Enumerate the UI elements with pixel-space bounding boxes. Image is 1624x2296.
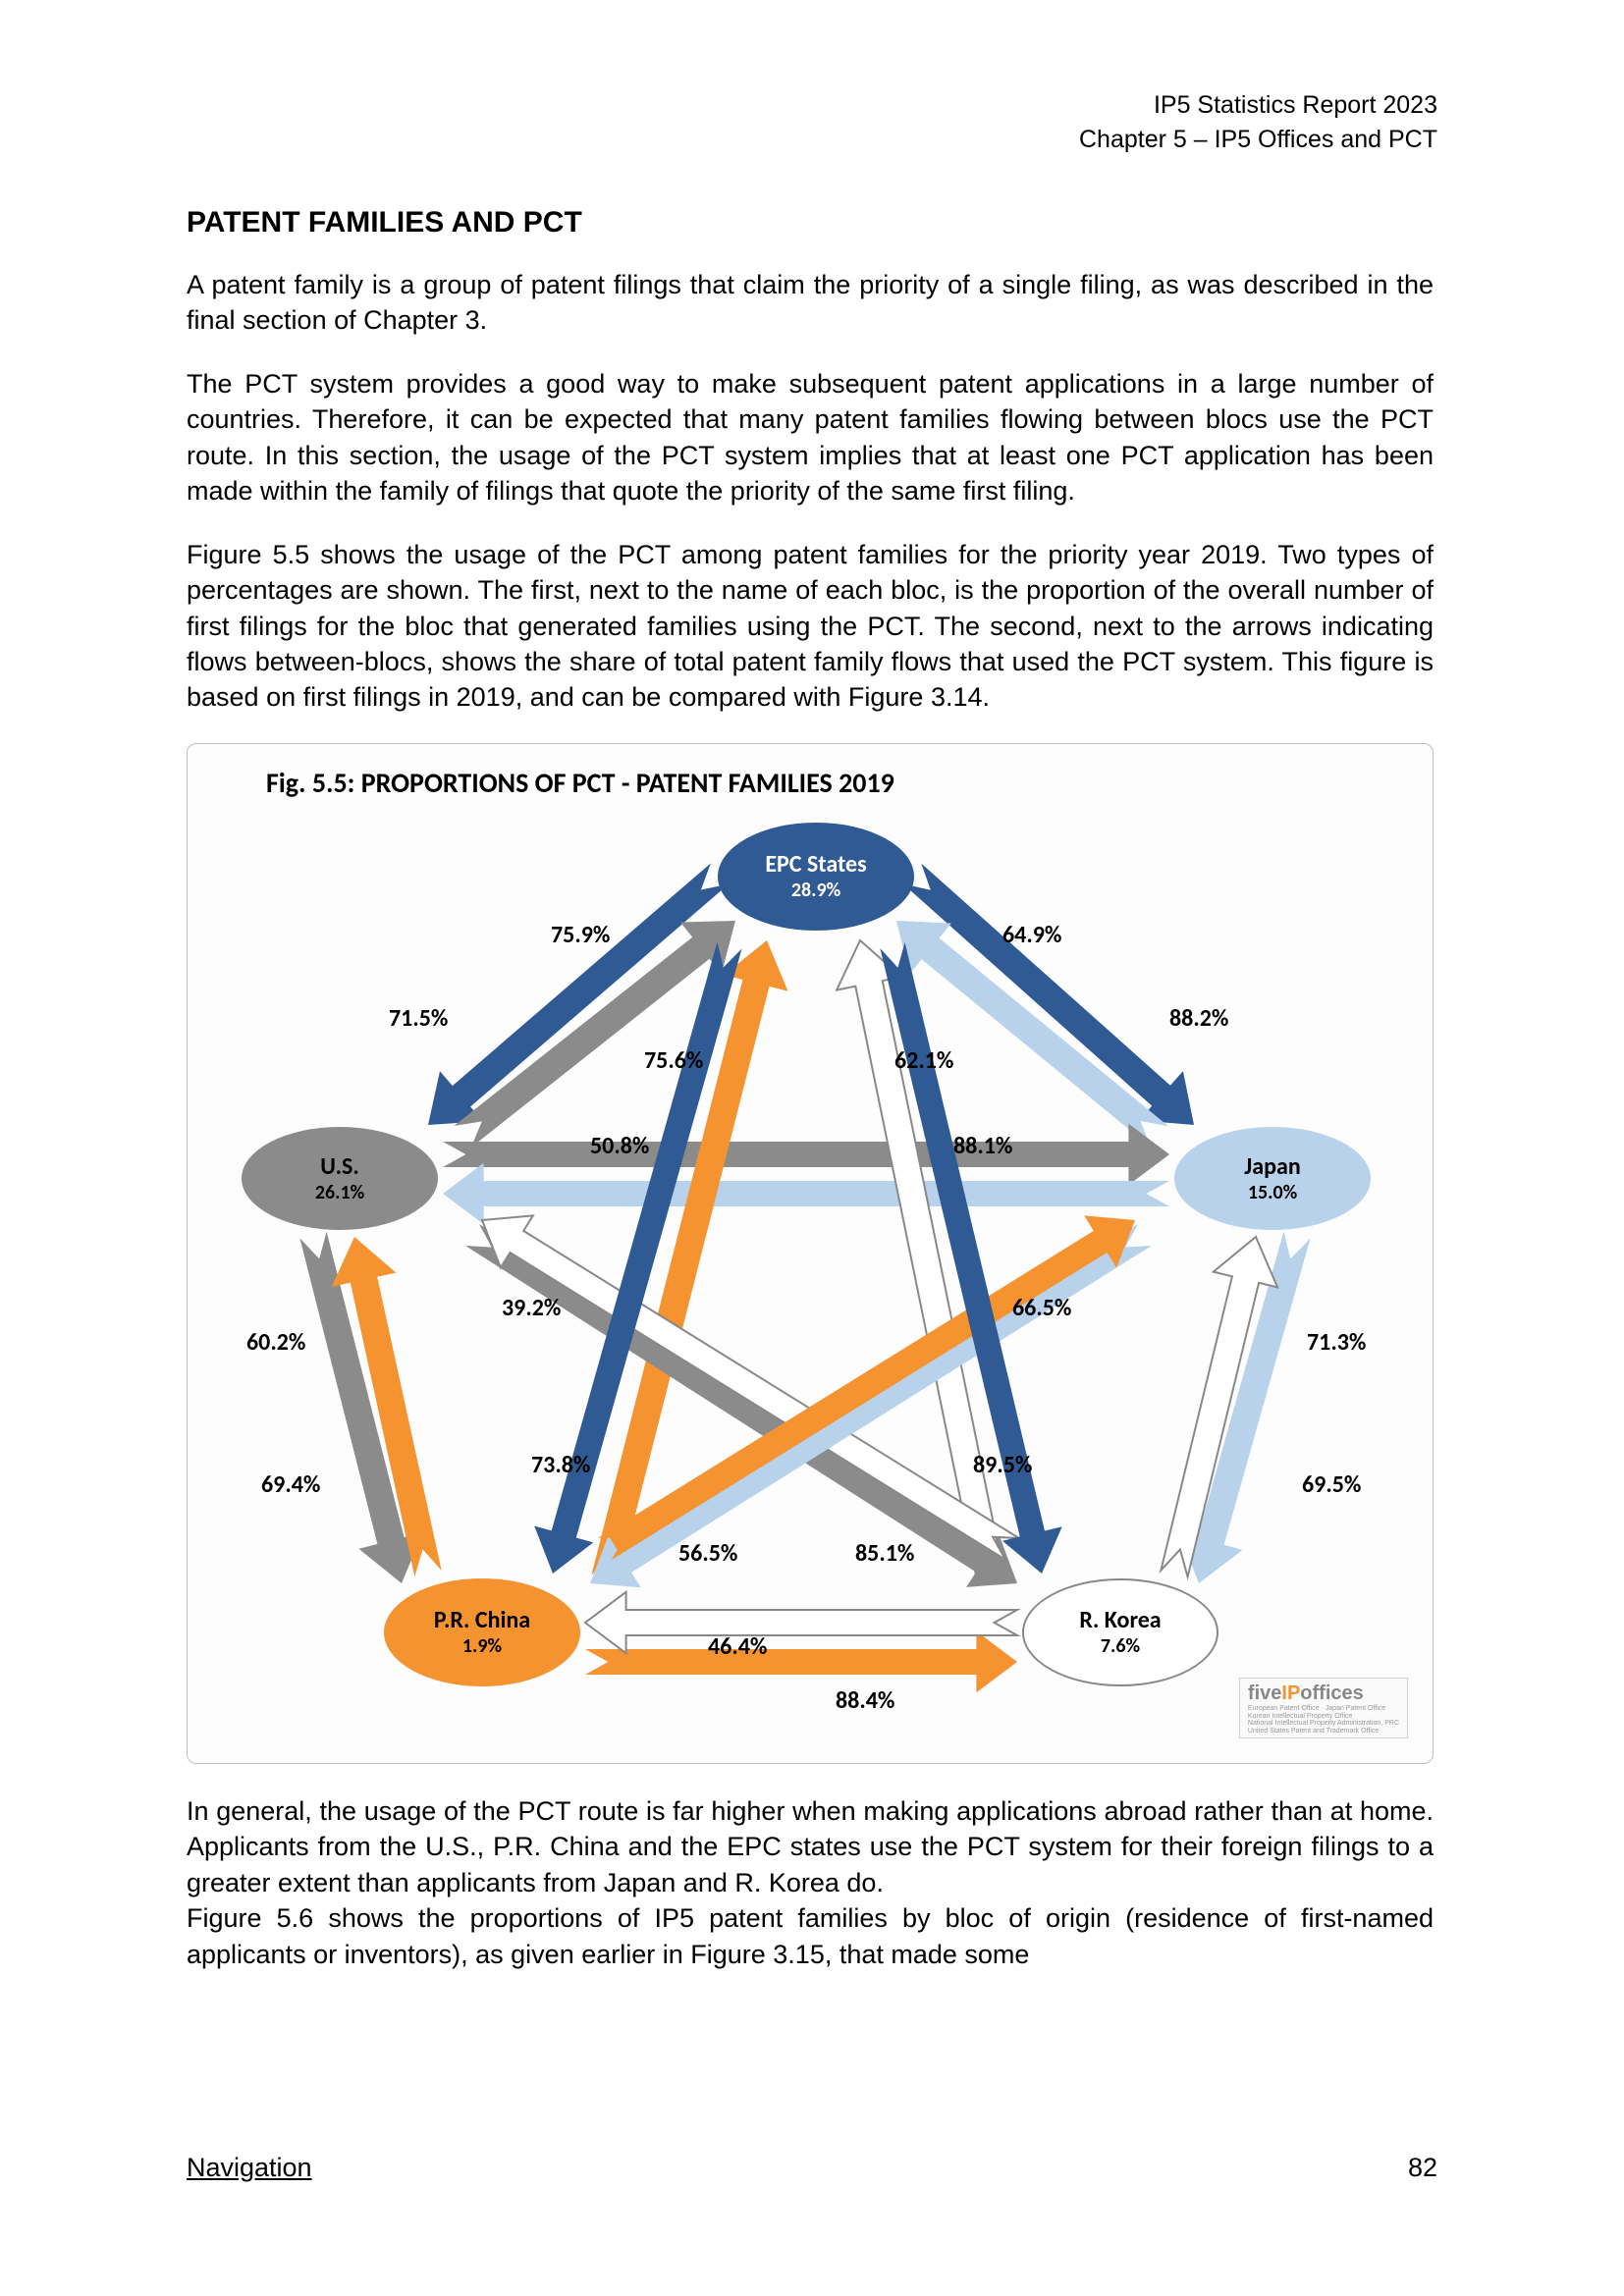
flow-label: 75.6% (644, 1046, 703, 1075)
logo-five: five (1248, 1682, 1281, 1704)
fiveipoffices-logo: fiveIPoffices European Patent Office · J… (1239, 1678, 1408, 1738)
logo-offices: offices (1300, 1682, 1363, 1704)
node-japan: Japan15.0% (1174, 1127, 1371, 1230)
node-epc: EPC States28.9% (718, 823, 914, 931)
flow-label: 69.5% (1302, 1470, 1361, 1499)
paragraph-5: Figure 5.6 shows the proportions of IP5 … (187, 1900, 1434, 1972)
arrow-japan-korea (1179, 1231, 1311, 1583)
section-title: PATENT FAMILIES AND PCT (187, 206, 1434, 240)
node-percent: 15.0% (1248, 1181, 1297, 1204)
arrow-korea-china (585, 1592, 1017, 1653)
node-percent: 26.1% (315, 1181, 364, 1204)
flow-label: 56.5% (678, 1539, 737, 1568)
flow-label: 50.8% (590, 1132, 649, 1160)
logo-ip: IP (1281, 1682, 1300, 1704)
main-content: PATENT FAMILIES AND PCT A patent family … (187, 206, 1434, 1972)
node-china: P.R. China1.9% (384, 1578, 580, 1686)
flow-label: 69.4% (261, 1470, 320, 1499)
flow-label: 46.4% (708, 1632, 767, 1661)
arrow-us-epc (454, 921, 735, 1148)
arrow-epc-us (428, 863, 729, 1125)
node-korea: R. Korea7.6% (1022, 1578, 1218, 1686)
flow-label: 75.9% (551, 921, 610, 949)
arrow-china-us (332, 1237, 442, 1576)
flow-label: 88.2% (1169, 1004, 1228, 1033)
page-number: 82 (1408, 2153, 1437, 2183)
figure-title: Fig. 5.5: PROPORTIONS OF PCT - PATENT FA… (266, 766, 894, 800)
arrow-china-korea (585, 1631, 1017, 1692)
paragraph-1: A patent family is a group of patent fil… (187, 267, 1434, 339)
flow-label: 88.1% (953, 1132, 1012, 1160)
node-label: EPC States (765, 850, 866, 879)
node-percent: 7.6% (1101, 1634, 1140, 1658)
flow-label: 73.8% (531, 1451, 590, 1479)
page-header: IP5 Statistics Report 2023 Chapter 5 – I… (187, 88, 1437, 157)
node-label: U.S. (320, 1152, 359, 1181)
flow-label: 71.5% (389, 1004, 448, 1033)
arrow-us-japan (443, 1124, 1169, 1185)
node-label: Japan (1244, 1152, 1300, 1181)
node-us: U.S.26.1% (242, 1127, 438, 1230)
flow-label: 85.1% (855, 1539, 914, 1568)
node-label: R. Korea (1079, 1606, 1161, 1634)
node-label: P.R. China (434, 1606, 530, 1634)
flow-label: 71.3% (1307, 1328, 1366, 1357)
arrow-us-korea (465, 1224, 1017, 1587)
arrow-korea-japan (1161, 1237, 1277, 1576)
node-percent: 1.9% (462, 1634, 502, 1658)
arrow-china-epc (591, 940, 787, 1581)
figure-5-5: Fig. 5.5: PROPORTIONS OF PCT - PATENT FA… (187, 743, 1434, 1764)
arrow-korea-us (482, 1215, 1019, 1560)
arrow-epc-japan (903, 863, 1194, 1124)
paragraph-3: Figure 5.5 shows the usage of the PCT am… (187, 537, 1434, 716)
paragraph-4: In general, the usage of the PCT route i… (187, 1793, 1434, 1900)
arrow-korea-epc (837, 940, 1004, 1581)
paragraph-2: The PCT system provides a good way to ma… (187, 366, 1434, 509)
arrow-japan-china (590, 1224, 1152, 1587)
flow-label: 88.4% (836, 1686, 894, 1715)
flow-label: 60.2% (246, 1328, 305, 1357)
navigation-link[interactable]: Navigation (187, 2153, 312, 2183)
flow-label: 66.5% (1012, 1294, 1071, 1322)
arrow-japan-epc (896, 921, 1168, 1148)
flow-label: 39.2% (502, 1294, 561, 1322)
arrow-us-china (299, 1231, 422, 1582)
arrow-epc-korea (880, 942, 1061, 1574)
flow-label: 64.9% (1002, 921, 1061, 949)
chapter-title: Chapter 5 – IP5 Offices and PCT (187, 123, 1437, 157)
logo-subtext: European Patent Office · Japan Patent Of… (1248, 1705, 1399, 1735)
report-title: IP5 Statistics Report 2023 (187, 88, 1437, 123)
arrow-china-japan (598, 1215, 1135, 1560)
arrow-japan-us (443, 1163, 1169, 1224)
flow-label: 62.1% (894, 1046, 953, 1075)
flow-label: 89.5% (973, 1451, 1032, 1479)
node-percent: 28.9% (791, 879, 840, 902)
